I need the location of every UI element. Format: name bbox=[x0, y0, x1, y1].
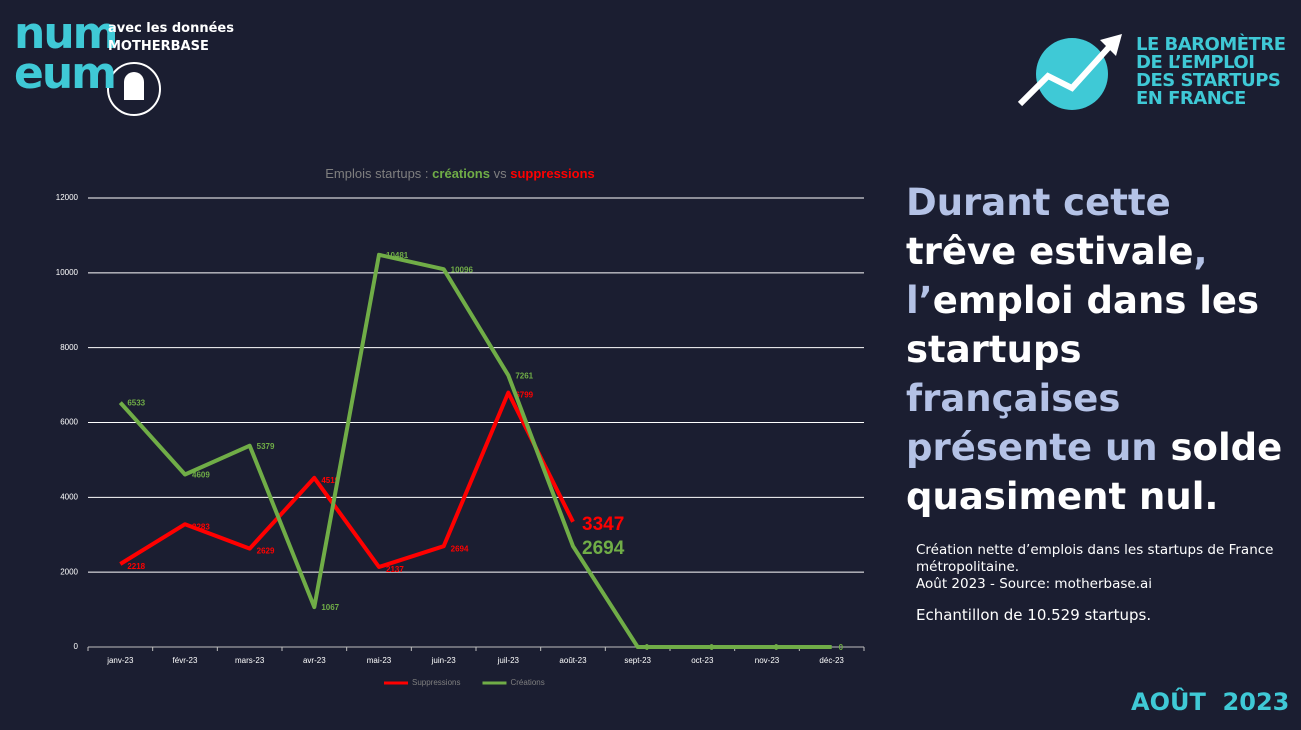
data-label: 0 bbox=[839, 643, 844, 652]
data-label: 6533 bbox=[127, 399, 145, 408]
data-label: 6799 bbox=[515, 391, 533, 400]
data-label: 0 bbox=[774, 643, 779, 652]
headline: Durant cette trêve estivale, l’emploi da… bbox=[906, 178, 1291, 521]
data-label: 2137 bbox=[386, 565, 404, 574]
data-label: 5379 bbox=[257, 442, 275, 451]
data-label: 4519 bbox=[321, 476, 339, 485]
barometer-line: DE L’EMPLOI bbox=[1136, 52, 1255, 73]
data-label: 10096 bbox=[451, 265, 474, 274]
x-tick-label: déc-23 bbox=[819, 656, 844, 665]
barometer-icon bbox=[1036, 38, 1108, 110]
x-tick-label: mars-23 bbox=[235, 656, 265, 665]
data-label: 0 bbox=[709, 643, 714, 652]
headline-part: emploi dans les startups bbox=[906, 279, 1260, 371]
x-tick-label: mai-23 bbox=[367, 656, 392, 665]
series-line bbox=[118, 252, 832, 649]
data-label: 4609 bbox=[192, 471, 210, 480]
title-part: Emplois startups : bbox=[325, 166, 428, 181]
x-tick-label: janv-23 bbox=[106, 656, 134, 665]
x-tick-label: août-23 bbox=[559, 656, 587, 665]
ghost bbox=[124, 72, 144, 100]
y-tick-label: 2000 bbox=[60, 567, 78, 576]
x-tick-label: févr-23 bbox=[173, 656, 198, 665]
title-part: suppressions bbox=[510, 166, 595, 181]
tagline: avec les données MOTHERBASE bbox=[108, 20, 234, 56]
legend-label: Créations bbox=[510, 678, 544, 687]
data-label: 3347 bbox=[582, 514, 624, 535]
x-tick-label: sept-23 bbox=[624, 656, 651, 665]
title-part: vs bbox=[494, 166, 508, 181]
data-label: 7261 bbox=[515, 371, 533, 380]
barometer-line: EN FRANCE bbox=[1136, 88, 1246, 109]
note: Août 2023 - Source: motherbase.ai bbox=[916, 576, 1153, 592]
partner: MOTHERBASE bbox=[108, 39, 209, 54]
notes: Création nette d’emplois dans les startu… bbox=[916, 542, 1286, 624]
barometer-arrow bbox=[1017, 43, 1113, 107]
barometer-line: LE BAROMÈTRE bbox=[1136, 34, 1286, 55]
x-tick-label: nov-23 bbox=[755, 656, 780, 665]
y-tick-label: 4000 bbox=[60, 492, 78, 501]
series-line bbox=[119, 390, 575, 569]
footer: AOÛT 2023 bbox=[1131, 688, 1290, 716]
note: Echantillon de 10.529 startups. bbox=[916, 606, 1152, 624]
barometer-line: DES STARTUPS bbox=[1136, 70, 1281, 91]
legend-label: Suppressions bbox=[412, 678, 460, 687]
headline-part: , l’ bbox=[906, 230, 1208, 322]
data-label: 2218 bbox=[127, 562, 145, 571]
data-label: 2629 bbox=[257, 547, 275, 556]
headline-part: Durant cette bbox=[906, 181, 1171, 224]
x-tick-label: avr-23 bbox=[303, 656, 326, 665]
y-tick-label: 10000 bbox=[56, 268, 79, 277]
data-label: 2694 bbox=[451, 544, 469, 553]
logo: num eum bbox=[14, 8, 118, 99]
headline-part: solde quasiment nul. bbox=[906, 426, 1283, 518]
barometer: LE BAROMÈTRE DE L’EMPLOI DES STARTUPS EN FR… bbox=[1136, 36, 1286, 108]
logo-line: eum bbox=[14, 48, 117, 99]
x-tick-label: oct-23 bbox=[691, 656, 714, 665]
headline-part: françaises présente un bbox=[906, 377, 1158, 469]
y-tick-label: 6000 bbox=[60, 418, 78, 427]
note: Création nette d’emplois dans les startu… bbox=[916, 542, 1274, 575]
y-tick-label: 8000 bbox=[60, 343, 78, 352]
y-tick-label: 0 bbox=[74, 642, 79, 651]
logo-line: num bbox=[14, 8, 118, 59]
data-label: 2694 bbox=[582, 538, 625, 559]
data-label: 1067 bbox=[321, 603, 339, 612]
chart-title: Emplois startups : créations vs suppress… bbox=[325, 166, 595, 181]
data-label: 3283 bbox=[192, 522, 210, 531]
barometer-arrow-head bbox=[1100, 34, 1122, 56]
data-label: 0 bbox=[645, 643, 650, 652]
headline-part: trêve estivale bbox=[906, 230, 1194, 273]
x-tick-label: juil-23 bbox=[497, 656, 520, 665]
y-tick-label: 12000 bbox=[56, 193, 79, 202]
data-label: 10481 bbox=[386, 251, 409, 260]
title-part: créations bbox=[432, 166, 490, 181]
tagline-text: avec les données bbox=[108, 21, 234, 36]
x-tick-label: juin-23 bbox=[431, 656, 457, 665]
ghost-icon bbox=[107, 62, 161, 116]
